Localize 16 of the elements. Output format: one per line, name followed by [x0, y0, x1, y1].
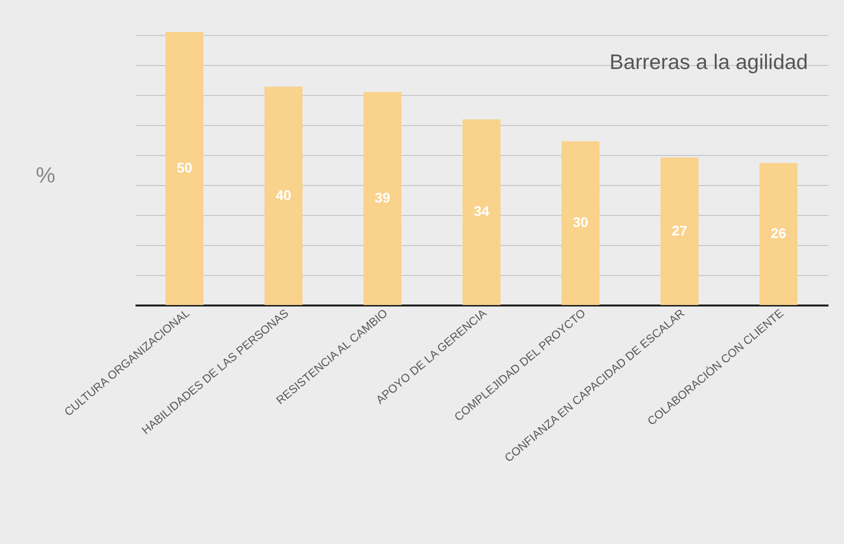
data-label: 34: [474, 203, 490, 220]
y-axis-title: %: [36, 162, 56, 188]
bar: [364, 92, 402, 305]
data-label: 50: [176, 160, 192, 176]
data-label: 40: [276, 186, 292, 203]
bar: [760, 163, 798, 305]
data-label: 27: [672, 222, 688, 238]
bar: [264, 86, 302, 305]
bar: [660, 158, 698, 305]
bar: [166, 32, 204, 305]
data-label: 30: [572, 214, 588, 230]
bar: [562, 141, 600, 305]
data-label: 39: [374, 190, 390, 206]
text: Barreras a la agilidad: [610, 51, 808, 74]
data-label: 26: [770, 225, 786, 242]
bar: [462, 119, 500, 305]
